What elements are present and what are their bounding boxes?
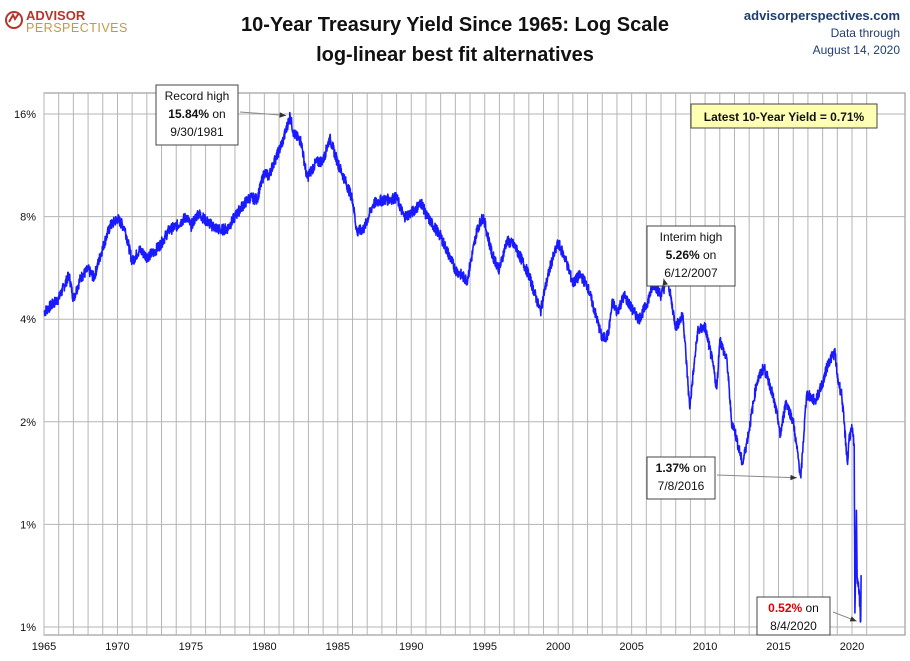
annotation-value-suffix: on	[209, 107, 226, 121]
annotation-heading: Record high	[165, 89, 230, 103]
annotation-4: 0.52% on 8/4/2020	[756, 596, 857, 636]
x-tick-label: 2005	[619, 641, 643, 653]
plot-area	[43, 92, 906, 636]
annotation-value-number: 15.84%	[168, 107, 209, 121]
chart-subtitle: log-linear best fit alternatives	[316, 44, 594, 66]
annotation-heading: Interim high	[660, 230, 723, 244]
annotation-2: Interim high 5.26% on 6/12/2007	[646, 225, 736, 287]
x-tick-label: 2010	[693, 641, 717, 653]
annotation-1: Record high 15.84% on 9/30/1981	[155, 84, 287, 146]
y-tick-label: 4%	[20, 314, 36, 326]
logo-mark-icon	[5, 11, 23, 29]
annotation-value: 15.84% on	[168, 107, 225, 121]
y-tick-label: 8%	[20, 212, 36, 224]
annotation-date: 6/12/2007	[664, 266, 718, 280]
annotation-date: 7/8/2016	[658, 479, 705, 493]
annotation-value-number: 0.52%	[768, 601, 802, 615]
annotation-value: 1.37% on	[656, 461, 707, 475]
annotation-arrow-line	[239, 111, 287, 116]
x-axis-ticks: 1965 1970 1975 1980 1985 1990 1995 2000 2005 2010…	[32, 641, 864, 653]
x-tick-label: 2015	[766, 641, 790, 653]
annotation-arrowhead-icon	[662, 278, 668, 286]
annotation-arrowhead-icon	[849, 616, 857, 622]
latest-yield-label: Latest 10-Year Yield = 0.71%	[704, 110, 865, 124]
annotation-date: 8/4/2020	[770, 619, 817, 633]
grid	[43, 93, 905, 635]
logo-line1: ADVISOR	[26, 8, 86, 23]
annotation-date: 9/30/1981	[170, 125, 224, 139]
annotation-box	[155, 84, 239, 146]
annotations: Record high 15.84% on 9/30/1981 Interim hig…	[155, 84, 857, 636]
annotation-value-number: 1.37%	[656, 461, 690, 475]
source-site: advisorperspectives.com	[744, 8, 900, 23]
annotation-value-suffix: on	[802, 601, 819, 615]
y-tick-label: 1%	[20, 622, 36, 634]
y-tick-label: 16%	[14, 109, 36, 121]
annotation-3: 1.37% on 7/8/2016	[646, 456, 797, 500]
y-axis-ticks: 1% 1% 2% 4% 8% 16%	[14, 109, 36, 634]
x-tick-label: 1990	[399, 641, 423, 653]
annotation-arrowhead-icon	[790, 474, 797, 481]
x-tick-label: 1995	[472, 641, 496, 653]
source-line2: Data through	[831, 26, 900, 40]
logo-arrow-icon	[8, 12, 20, 23]
x-tick-label: 1970	[105, 641, 129, 653]
x-tick-label: 1985	[326, 641, 350, 653]
annotation-box	[646, 225, 736, 287]
chart-title: 10-Year Treasury Yield Since 1965: Log S…	[241, 14, 669, 36]
annotation-value: 0.52% on	[768, 601, 819, 615]
annotation-box	[646, 456, 716, 500]
annotation-value-suffix: on	[690, 461, 707, 475]
latest-yield-box: Latest 10-Year Yield = 0.71%	[690, 103, 878, 129]
x-tick-label: 1975	[179, 641, 203, 653]
logo-line2: PERSPECTIVES	[26, 21, 128, 35]
x-tick-label: 1980	[252, 641, 276, 653]
x-tick-label: 2000	[546, 641, 570, 653]
annotation-arrow-line	[716, 474, 797, 479]
source-date: August 14, 2020	[813, 43, 901, 57]
yield-series-line	[43, 111, 862, 623]
y-tick-label: 1%	[20, 519, 36, 531]
annotation-value: 5.26% on	[666, 248, 717, 262]
annotation-value-suffix: on	[700, 248, 717, 262]
logo: ADVISOR PERSPECTIVES	[5, 8, 128, 35]
annotation-value-number: 5.26%	[666, 248, 700, 262]
x-tick-label: 2020	[840, 641, 864, 653]
x-tick-label: 1965	[32, 641, 56, 653]
annotation-arrowhead-icon	[279, 112, 287, 118]
annotation-box	[756, 596, 831, 636]
y-tick-label: 2%	[20, 417, 36, 429]
